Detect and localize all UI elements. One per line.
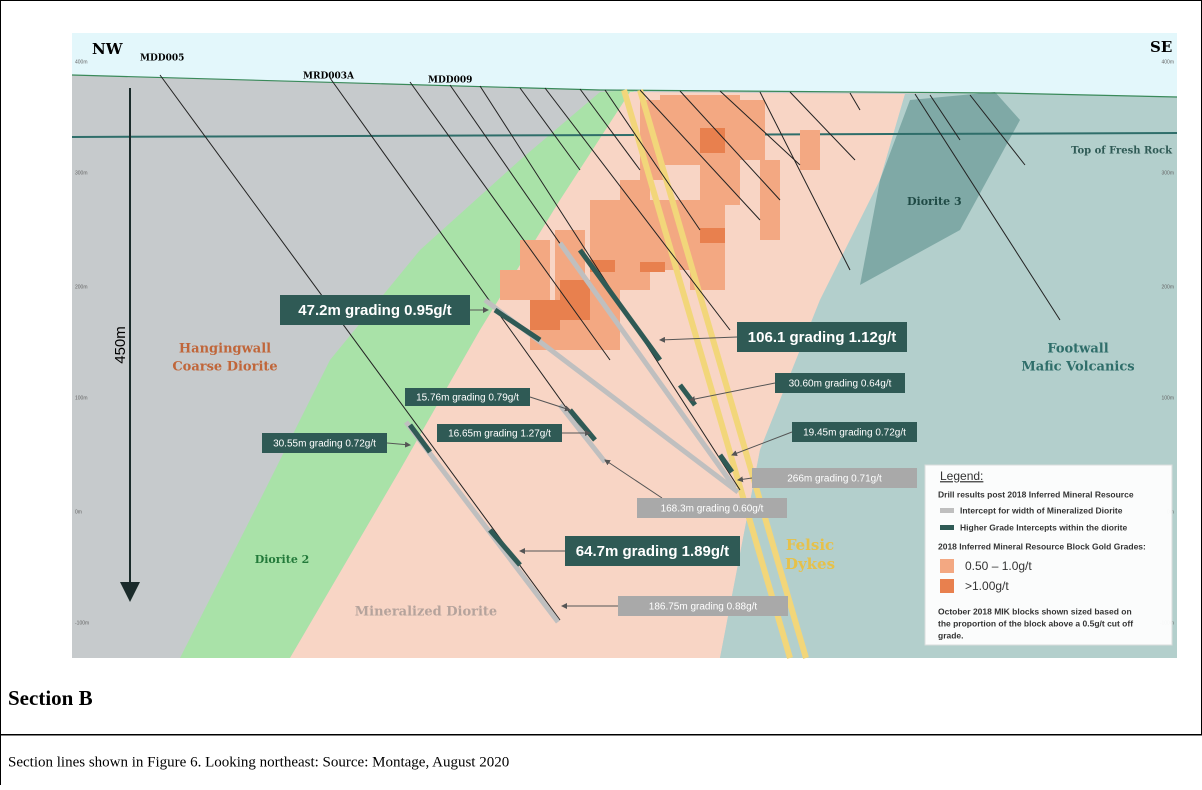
elevation-label: 400m [75, 59, 88, 65]
elevation-label: 200m [75, 284, 88, 290]
elevation-label: 0m [75, 509, 82, 515]
drill-hole-label: MRD003A [303, 72, 355, 82]
legend-text: Intercept for width of Mineralized Diori… [960, 505, 1123, 515]
intercept-label: 168.3m grading 0.60g/t [661, 504, 764, 515]
intercept-label: 30.60m grading 0.64g/t [789, 379, 892, 390]
unit-label: Diorite 2 [255, 553, 310, 566]
legend-note: grade. [938, 630, 964, 640]
legend-note: October 2018 MIK blocks shown sized base… [938, 606, 1132, 616]
section-title: Section B [8, 686, 93, 710]
legend-text: >1.00g/t [965, 579, 1009, 593]
unit-label: Diorite 3 [907, 195, 962, 208]
intercept-label: 64.7m grading 1.89g/t [576, 543, 729, 560]
elevation-label: 400m [1161, 59, 1174, 65]
elevation-label: 100m [1161, 395, 1174, 401]
legend: Legend: Drill results post 2018 Inferred… [925, 465, 1172, 645]
unit-label: Footwall [1047, 342, 1108, 357]
elevation-label: 300m [75, 170, 88, 176]
legend-text: Higher Grade Intercepts within the diori… [960, 522, 1127, 532]
intercept-label: 186.75m grading 0.88g/t [649, 602, 758, 613]
intercept-label: 47.2m grading 0.95g/t [298, 302, 451, 319]
drill-hole-label: MDD009 [428, 76, 472, 86]
legend-text: Drill results post 2018 Inferred Mineral… [938, 489, 1134, 499]
legend-text: 0.50 – 1.0g/t [965, 559, 1032, 573]
corner-label: SE [1150, 38, 1172, 56]
elevation-label: 100m [75, 395, 88, 401]
unit-label: Mafic Volcanics [1021, 360, 1134, 375]
elevation-label: 300m [1161, 170, 1174, 176]
unit-label: Top of Fresh Rock [1071, 146, 1173, 157]
drill-hole-label: MDD005 [140, 54, 184, 64]
caption: Section lines shown in Figure 6. Looking… [8, 754, 509, 770]
intercept-label: 15.76m grading 0.79g/t [416, 393, 519, 404]
legend-note: the proportion of the block above a 0.5g… [938, 618, 1133, 628]
unit-label: Coarse Diorite [172, 360, 277, 375]
corner-label: NW [92, 40, 124, 58]
legend-text: 2018 Inferred Mineral Resource Block Gol… [938, 541, 1146, 551]
elevation-label: 200m [1161, 284, 1174, 290]
page: 450m NW SE MDD005 MRD003A MDD009 400m 400… [0, 0, 1202, 785]
unit-label: Hangingwall [179, 342, 271, 357]
unit-label: Mineralized Diorite [355, 605, 497, 620]
intercept-label: 106.1 grading 1.12g/t [748, 329, 896, 346]
unit-label: Dykes [785, 555, 835, 573]
section-figure: 450m NW SE MDD005 MRD003A MDD009 400m 400… [72, 33, 1177, 658]
legend-title: Legend: [940, 469, 983, 483]
intercept-label: 16.65m grading 1.27g/t [448, 429, 551, 440]
intercept-label: 266m grading 0.71g/t [787, 474, 882, 485]
intercept-label: 30.55m grading 0.72g/t [273, 439, 376, 450]
scale-label: 450m [112, 326, 129, 364]
unit-label: Felsic [786, 536, 834, 554]
elevation-label: -100m [75, 620, 89, 626]
intercept-label: 19.45m grading 0.72g/t [803, 428, 906, 439]
